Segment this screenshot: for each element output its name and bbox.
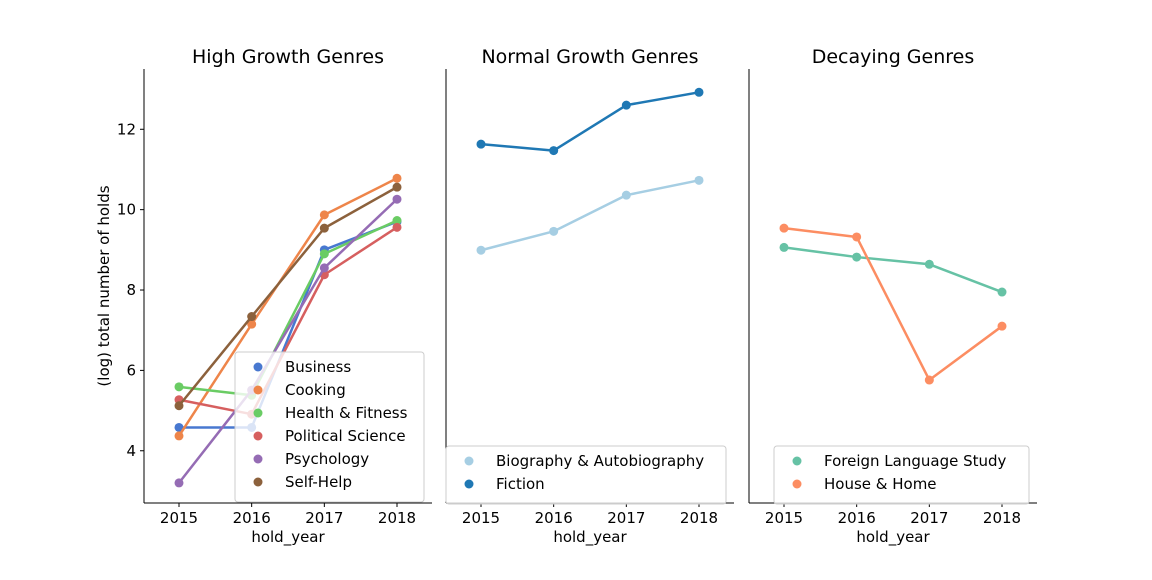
data-point	[319, 249, 329, 259]
legend-label: Psychology	[285, 450, 369, 468]
y-tick-label: 12	[117, 120, 136, 138]
series-line	[782, 226, 1004, 382]
data-point	[319, 263, 329, 273]
legend-box	[773, 445, 1030, 505]
panel-title: Normal Growth Genres	[481, 46, 698, 68]
series-line	[177, 220, 399, 429]
legend-label: House & Home	[824, 475, 937, 493]
legend-marker	[253, 385, 263, 395]
legend-label: Fiction	[496, 475, 545, 493]
data-point	[924, 375, 934, 385]
legend-marker	[464, 456, 474, 466]
data-point	[549, 146, 559, 156]
x-tick-label: 2018	[983, 509, 1021, 527]
data-point	[392, 173, 402, 183]
x-tick-label: 2015	[462, 509, 500, 527]
series-line	[177, 219, 399, 397]
data-point	[174, 422, 184, 432]
data-point	[247, 312, 257, 322]
legend-marker	[792, 479, 802, 489]
x-tick-label: 2018	[680, 509, 718, 527]
series-line	[177, 197, 399, 485]
legend-marker	[253, 408, 263, 418]
data-point	[247, 319, 257, 329]
y-axis-label: (log) total number of holds	[95, 185, 113, 386]
x-tick-label: 2016	[838, 509, 876, 527]
legend: Foreign Language Study House & Home	[773, 445, 1030, 505]
legend-label: Self-Help	[285, 473, 352, 491]
data-point	[319, 210, 329, 220]
y-tick-label: 4	[126, 442, 136, 460]
x-tick-label: 2015	[765, 509, 803, 527]
y-tick-label: 10	[117, 201, 136, 219]
legend: Business Cooking Health & Fitness Political…	[234, 351, 425, 503]
series-line	[782, 246, 1004, 294]
legend-box	[445, 445, 727, 505]
legend-marker	[253, 454, 263, 464]
data-point	[852, 232, 862, 242]
x-tick-label: 2017	[305, 509, 343, 527]
legend: Biography & Autobiography Fiction	[445, 445, 727, 505]
legend-box	[234, 351, 425, 503]
legend-label: Biography & Autobiography	[496, 452, 704, 470]
series-line	[177, 177, 399, 438]
panel-1: Normal Growth Genres 2015 2016 2017 2018 hold…	[445, 46, 734, 547]
data-point	[174, 401, 184, 411]
series-line	[177, 185, 399, 408]
series-line	[479, 179, 701, 252]
data-point	[392, 194, 402, 204]
x-tick-label: 2015	[160, 509, 198, 527]
data-point	[476, 245, 486, 255]
data-point	[174, 478, 184, 488]
legend-marker	[253, 431, 263, 441]
legend-label: Foreign Language Study	[824, 452, 1007, 470]
data-point	[779, 242, 789, 252]
data-point	[319, 223, 329, 233]
panel-title: High Growth Genres	[192, 46, 384, 68]
data-point	[852, 252, 862, 262]
data-point	[694, 175, 704, 185]
x-tick-label: 2017	[607, 509, 645, 527]
data-point	[549, 226, 559, 236]
legend-marker	[464, 479, 474, 489]
x-axis-label: hold_year	[553, 528, 627, 547]
legend-marker	[253, 477, 263, 487]
data-point	[779, 223, 789, 233]
data-point	[997, 321, 1007, 331]
y-tick-label: 8	[126, 281, 136, 299]
data-point	[174, 382, 184, 392]
data-point	[476, 139, 486, 149]
data-point	[174, 431, 184, 441]
x-tick-label: 2016	[535, 509, 573, 527]
legend-label: Health & Fitness	[285, 404, 408, 422]
x-tick-label: 2017	[910, 509, 948, 527]
data-point	[392, 215, 402, 225]
x-tick-label: 2016	[233, 509, 271, 527]
panel-2: Decaying Genres 2015 2016 2017 2018 hold_year…	[748, 46, 1037, 547]
series-line	[479, 91, 701, 152]
data-point	[392, 182, 402, 192]
panel-0: High Growth Genres 2015 2016 2017 2018 hold_y…	[95, 46, 432, 547]
data-point	[924, 259, 934, 269]
x-axis-label: hold_year	[251, 528, 325, 547]
data-point	[392, 222, 402, 232]
legend-marker	[792, 456, 802, 466]
data-point	[621, 190, 631, 200]
data-point	[694, 87, 704, 97]
legend-label: Business	[285, 358, 351, 376]
series-line	[177, 226, 399, 416]
x-axis-label: hold_year	[856, 528, 930, 547]
y-tick-label: 6	[126, 361, 136, 379]
panel-title: Decaying Genres	[812, 46, 975, 68]
data-point	[621, 100, 631, 110]
legend-label: Political Science	[285, 427, 406, 445]
legend-label: Cooking	[285, 381, 346, 399]
data-point	[997, 287, 1007, 297]
legend-marker	[253, 362, 263, 372]
x-tick-label: 2018	[378, 509, 416, 527]
